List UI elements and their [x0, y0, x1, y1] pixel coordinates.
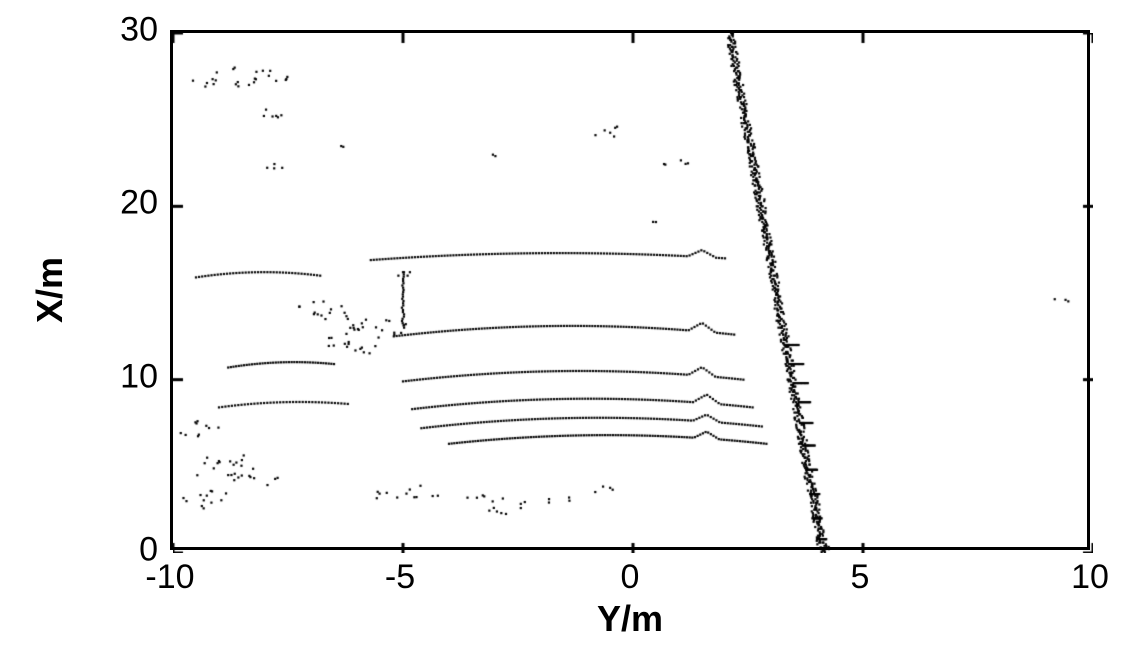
plot-canvas — [173, 33, 1093, 553]
x-axis-label: Y/m — [597, 598, 663, 640]
figure: Y/m X/m -10-50510 0102030 — [0, 0, 1130, 657]
y-tick-label: 30 — [120, 11, 158, 50]
x-tick-label: -5 — [385, 558, 415, 597]
plot-area — [170, 30, 1090, 550]
x-tick-label: 5 — [851, 558, 870, 597]
y-axis-label: X/m — [29, 257, 71, 323]
x-tick-label: 0 — [621, 558, 640, 597]
y-tick-label: 10 — [120, 357, 158, 396]
y-tick-label: 0 — [139, 531, 158, 570]
y-tick-label: 20 — [120, 184, 158, 223]
x-tick-label: 10 — [1071, 558, 1109, 597]
